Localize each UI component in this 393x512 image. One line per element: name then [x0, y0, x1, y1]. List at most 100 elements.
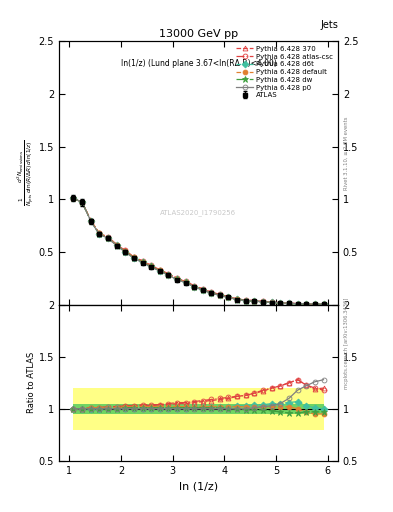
Pythia 6.428 atlas-csc: [183, 279, 188, 285]
Pythia 6.428 default: [321, 301, 326, 307]
Pythia 6.428 370: [252, 297, 257, 304]
Pythia 6.428 d6t: [140, 259, 145, 265]
Pythia 6.428 370: [200, 286, 205, 292]
Pythia 6.428 dw: [218, 292, 222, 298]
Pythia 6.428 d6t: [321, 301, 326, 307]
Pythia 6.428 default: [71, 195, 76, 201]
Pythia 6.428 default: [106, 234, 110, 241]
Pythia 6.428 p0: [132, 255, 136, 262]
Pythia 6.428 atlas-csc: [71, 195, 76, 201]
Pythia 6.428 dw: [200, 287, 205, 293]
Pythia 6.428 d6t: [261, 298, 265, 305]
Pythia 6.428 370: [261, 298, 265, 305]
Pythia 6.428 d6t: [157, 268, 162, 274]
Pythia 6.428 370: [312, 301, 317, 307]
Pythia 6.428 atlas-csc: [303, 301, 308, 307]
Pythia 6.428 d6t: [71, 195, 76, 201]
Pythia 6.428 d6t: [200, 287, 205, 293]
Pythia 6.428 dw: [166, 272, 171, 278]
X-axis label: ln (1/z): ln (1/z): [179, 481, 218, 491]
Pythia 6.428 default: [123, 248, 127, 254]
Pythia 6.428 atlas-csc: [312, 301, 317, 307]
Pythia 6.428 p0: [235, 296, 240, 303]
Pythia 6.428 p0: [106, 236, 110, 242]
Pythia 6.428 p0: [140, 260, 145, 266]
Pythia 6.428 p0: [123, 249, 127, 255]
Pythia 6.428 dw: [286, 301, 291, 307]
Pythia 6.428 370: [278, 300, 283, 306]
Line: Pythia 6.428 atlas-csc: Pythia 6.428 atlas-csc: [71, 196, 326, 307]
Pythia 6.428 d6t: [114, 242, 119, 248]
Pythia 6.428 p0: [183, 280, 188, 286]
Pythia 6.428 d6t: [278, 300, 283, 306]
Pythia 6.428 dw: [89, 219, 94, 225]
Pythia 6.428 d6t: [218, 292, 222, 298]
Pythia 6.428 default: [286, 301, 291, 307]
Pythia 6.428 370: [209, 289, 214, 295]
Pythia 6.428 p0: [157, 268, 162, 274]
Pythia 6.428 dw: [157, 268, 162, 274]
Pythia 6.428 p0: [270, 300, 274, 306]
Text: ATLAS2020_I1790256: ATLAS2020_I1790256: [160, 209, 237, 216]
Pythia 6.428 p0: [174, 276, 179, 283]
Pythia 6.428 atlas-csc: [218, 291, 222, 297]
Pythia 6.428 p0: [252, 298, 257, 304]
Pythia 6.428 default: [303, 301, 308, 307]
Pythia 6.428 370: [218, 291, 222, 297]
Pythia 6.428 dw: [123, 248, 127, 254]
Pythia 6.428 370: [89, 218, 94, 224]
Pythia 6.428 atlas-csc: [321, 301, 326, 307]
Title: 13000 GeV pp: 13000 GeV pp: [159, 29, 238, 39]
Pythia 6.428 p0: [312, 301, 317, 307]
Pythia 6.428 370: [174, 275, 179, 281]
Pythia 6.428 370: [157, 267, 162, 273]
Pythia 6.428 atlas-csc: [132, 254, 136, 260]
Pythia 6.428 d6t: [192, 284, 196, 290]
Pythia 6.428 dw: [261, 299, 265, 305]
Pythia 6.428 p0: [286, 300, 291, 306]
Pythia 6.428 atlas-csc: [140, 258, 145, 264]
Pythia 6.428 dw: [106, 236, 110, 242]
Pythia 6.428 p0: [226, 294, 231, 301]
Pythia 6.428 atlas-csc: [174, 275, 179, 281]
Pythia 6.428 d6t: [97, 231, 102, 237]
Pythia 6.428 370: [244, 297, 248, 303]
Pythia 6.428 p0: [192, 284, 196, 290]
Pythia 6.428 370: [132, 254, 136, 260]
Pythia 6.428 d6t: [174, 276, 179, 282]
Pythia 6.428 dw: [303, 301, 308, 307]
Pythia 6.428 atlas-csc: [252, 297, 257, 304]
Pythia 6.428 370: [270, 299, 274, 305]
Pythia 6.428 d6t: [295, 301, 300, 307]
Pythia 6.428 d6t: [106, 234, 110, 241]
Pythia 6.428 atlas-csc: [149, 262, 153, 268]
Pythia 6.428 p0: [149, 264, 153, 270]
Pythia 6.428 370: [71, 195, 76, 201]
Pythia 6.428 p0: [218, 292, 222, 298]
Pythia 6.428 dw: [140, 259, 145, 265]
Pythia 6.428 p0: [261, 299, 265, 305]
Line: Pythia 6.428 p0: Pythia 6.428 p0: [71, 196, 326, 307]
Pythia 6.428 dw: [209, 290, 214, 296]
Pythia 6.428 p0: [303, 301, 308, 307]
Pythia 6.428 default: [149, 263, 153, 269]
Pythia 6.428 default: [235, 296, 240, 303]
Pythia 6.428 370: [235, 296, 240, 302]
Pythia 6.428 d6t: [132, 255, 136, 261]
Pythia 6.428 370: [321, 301, 326, 307]
Pythia 6.428 default: [295, 301, 300, 307]
Pythia 6.428 atlas-csc: [123, 247, 127, 253]
Pythia 6.428 default: [140, 259, 145, 265]
Y-axis label: Ratio to ATLAS: Ratio to ATLAS: [27, 352, 36, 414]
Pythia 6.428 dw: [149, 263, 153, 269]
Pythia 6.428 d6t: [303, 301, 308, 307]
Pythia 6.428 default: [218, 292, 222, 298]
Legend: Pythia 6.428 370, Pythia 6.428 atlas-csc, Pythia 6.428 d6t, Pythia 6.428 default: Pythia 6.428 370, Pythia 6.428 atlas-csc…: [235, 45, 334, 100]
Pythia 6.428 d6t: [123, 248, 127, 254]
Pythia 6.428 dw: [321, 301, 326, 307]
Pythia 6.428 default: [200, 287, 205, 293]
Pythia 6.428 atlas-csc: [235, 296, 240, 302]
Pythia 6.428 atlas-csc: [97, 230, 102, 237]
Text: Rivet 3.1.10, ≥ 2.8M events: Rivet 3.1.10, ≥ 2.8M events: [344, 117, 349, 190]
Pythia 6.428 default: [252, 298, 257, 304]
